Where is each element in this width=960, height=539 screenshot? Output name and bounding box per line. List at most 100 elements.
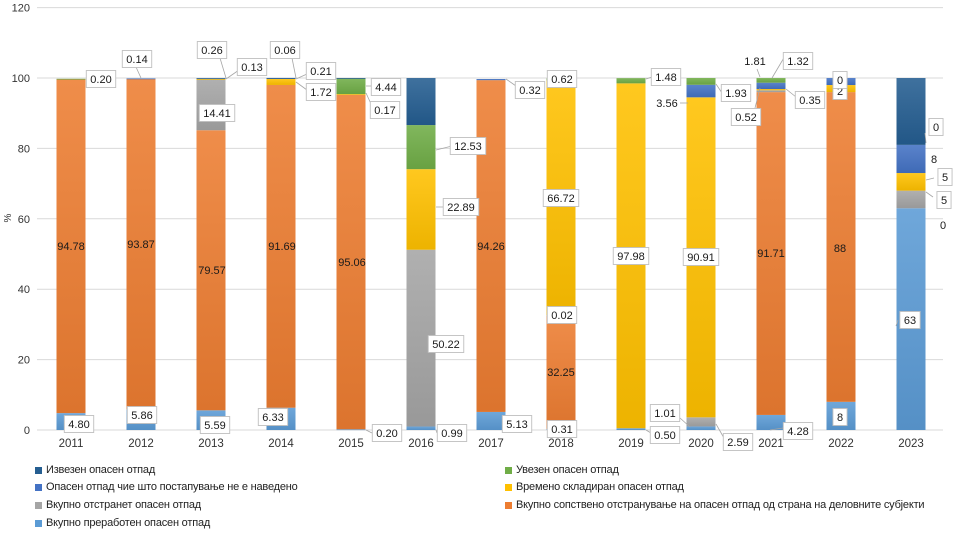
data-label-text: 1.81 xyxy=(744,56,765,68)
data-label-box xyxy=(546,306,578,324)
data-label-text: 0.06 xyxy=(274,45,295,57)
data-label: 0.31 xyxy=(546,420,578,438)
data-label: 0.50 xyxy=(649,426,681,444)
bar-segment xyxy=(686,417,716,427)
data-label: 6.33 xyxy=(257,408,289,426)
data-label: 88 xyxy=(834,243,846,255)
data-label-text: 4.28 xyxy=(787,426,808,438)
data-label-box xyxy=(121,50,153,68)
bar-segment xyxy=(476,80,506,412)
data-label-box xyxy=(196,41,228,59)
x-tick-label: 2019 xyxy=(618,438,644,450)
leader-line xyxy=(365,429,373,434)
data-label: 1.81 xyxy=(744,56,765,68)
data-label: 0.62 xyxy=(546,70,578,88)
bar-stack-2022 xyxy=(826,78,856,430)
leader-line xyxy=(925,191,934,198)
legend-marker-icon xyxy=(505,466,512,474)
data-label: 90.91 xyxy=(682,248,720,266)
bar-segment xyxy=(406,125,436,170)
legend-marker-icon xyxy=(35,483,42,491)
data-label: 0.52 xyxy=(730,108,762,126)
x-tick-label: 2014 xyxy=(268,438,294,450)
leader-line xyxy=(679,417,691,428)
data-label: 5 xyxy=(936,191,952,209)
data-label-text: 0.21 xyxy=(310,66,331,78)
bar-segment xyxy=(686,84,716,98)
bar-segment xyxy=(406,169,436,250)
data-label-box xyxy=(899,311,921,329)
x-tick-label: 2023 xyxy=(898,438,924,450)
data-label: 63 xyxy=(899,311,921,329)
legend-item-exported: Извезен опасен отпад xyxy=(35,463,155,477)
data-label: 5.86 xyxy=(126,406,158,424)
data-label: 8 xyxy=(832,408,848,426)
data-label-box xyxy=(257,408,289,426)
data-label: 0.06 xyxy=(269,41,301,59)
legend-marker-icon xyxy=(35,519,42,527)
x-tick-label: 2017 xyxy=(478,438,504,450)
bar-segment xyxy=(546,315,576,429)
leader-line xyxy=(435,429,438,434)
data-label-text: 0.02 xyxy=(551,310,572,322)
bar-segment xyxy=(896,190,926,209)
bar-segment xyxy=(896,173,926,191)
data-label-text: 5.86 xyxy=(131,410,152,422)
data-label: 0.21 xyxy=(305,62,337,80)
bar-segment xyxy=(196,130,226,411)
bar-segment xyxy=(336,78,366,95)
data-label: 1.48 xyxy=(650,68,682,86)
data-label-text: 0.35 xyxy=(799,95,820,107)
data-label-text: 0.26 xyxy=(201,45,222,57)
data-label-text: 63 xyxy=(904,315,916,327)
legend-item-own-disposal: Вкупно сопствено отстранување на опасен … xyxy=(505,498,925,512)
bar-segment xyxy=(406,426,436,430)
y-tick-label: 20 xyxy=(18,355,30,367)
data-label: 95.06 xyxy=(338,257,366,269)
data-label-text: 22.89 xyxy=(447,202,475,214)
data-label: 1.01 xyxy=(649,404,681,422)
data-label-box xyxy=(236,58,268,76)
data-label: 1.72 xyxy=(305,83,337,101)
bar-stack-2023 xyxy=(896,78,926,430)
data-label-text: 94.26 xyxy=(477,241,505,253)
legend-label: Вкупно отстранет опасен отпад xyxy=(46,499,202,511)
data-label: 0.99 xyxy=(436,424,468,442)
data-label-box xyxy=(369,101,401,119)
data-label: 3.56 xyxy=(656,98,677,110)
data-label-text: 5 xyxy=(942,172,948,184)
legend-marker-icon xyxy=(505,501,512,509)
bar-segment xyxy=(336,94,366,95)
data-label: 5 xyxy=(937,168,953,186)
data-label-text: 91.69 xyxy=(268,241,296,253)
data-label: 0.14 xyxy=(121,50,153,68)
bar-segment xyxy=(126,78,156,80)
data-label-box xyxy=(198,104,236,122)
bar-segment xyxy=(476,79,506,81)
data-label-text: 0.31 xyxy=(551,424,572,436)
data-label-text: 2.59 xyxy=(727,437,748,449)
data-label-text: 6.33 xyxy=(262,412,283,424)
data-label-box xyxy=(782,422,814,440)
bar-segment xyxy=(756,90,786,93)
data-label: 0 xyxy=(928,118,944,136)
leader-line xyxy=(295,73,308,80)
leader-line xyxy=(291,57,297,79)
data-label-text: 0.52 xyxy=(735,112,756,124)
leader-line xyxy=(295,81,308,91)
data-label: 91.69 xyxy=(268,241,296,253)
leader-line xyxy=(924,132,927,144)
data-label: 0.20 xyxy=(371,424,403,442)
x-tick-label: 2022 xyxy=(828,438,854,450)
bar-segment xyxy=(196,79,226,80)
x-tick-label: 2020 xyxy=(688,438,714,450)
data-label: 5.59 xyxy=(199,416,231,434)
x-tick-label: 2013 xyxy=(198,438,224,450)
y-tick-label: 0 xyxy=(24,425,30,437)
data-label: 91.71 xyxy=(757,248,785,260)
data-label-box xyxy=(730,108,762,126)
bar-segment xyxy=(756,92,786,415)
data-label-box xyxy=(305,83,337,101)
data-label-box xyxy=(612,247,650,265)
data-label-text: 50.22 xyxy=(432,339,460,351)
